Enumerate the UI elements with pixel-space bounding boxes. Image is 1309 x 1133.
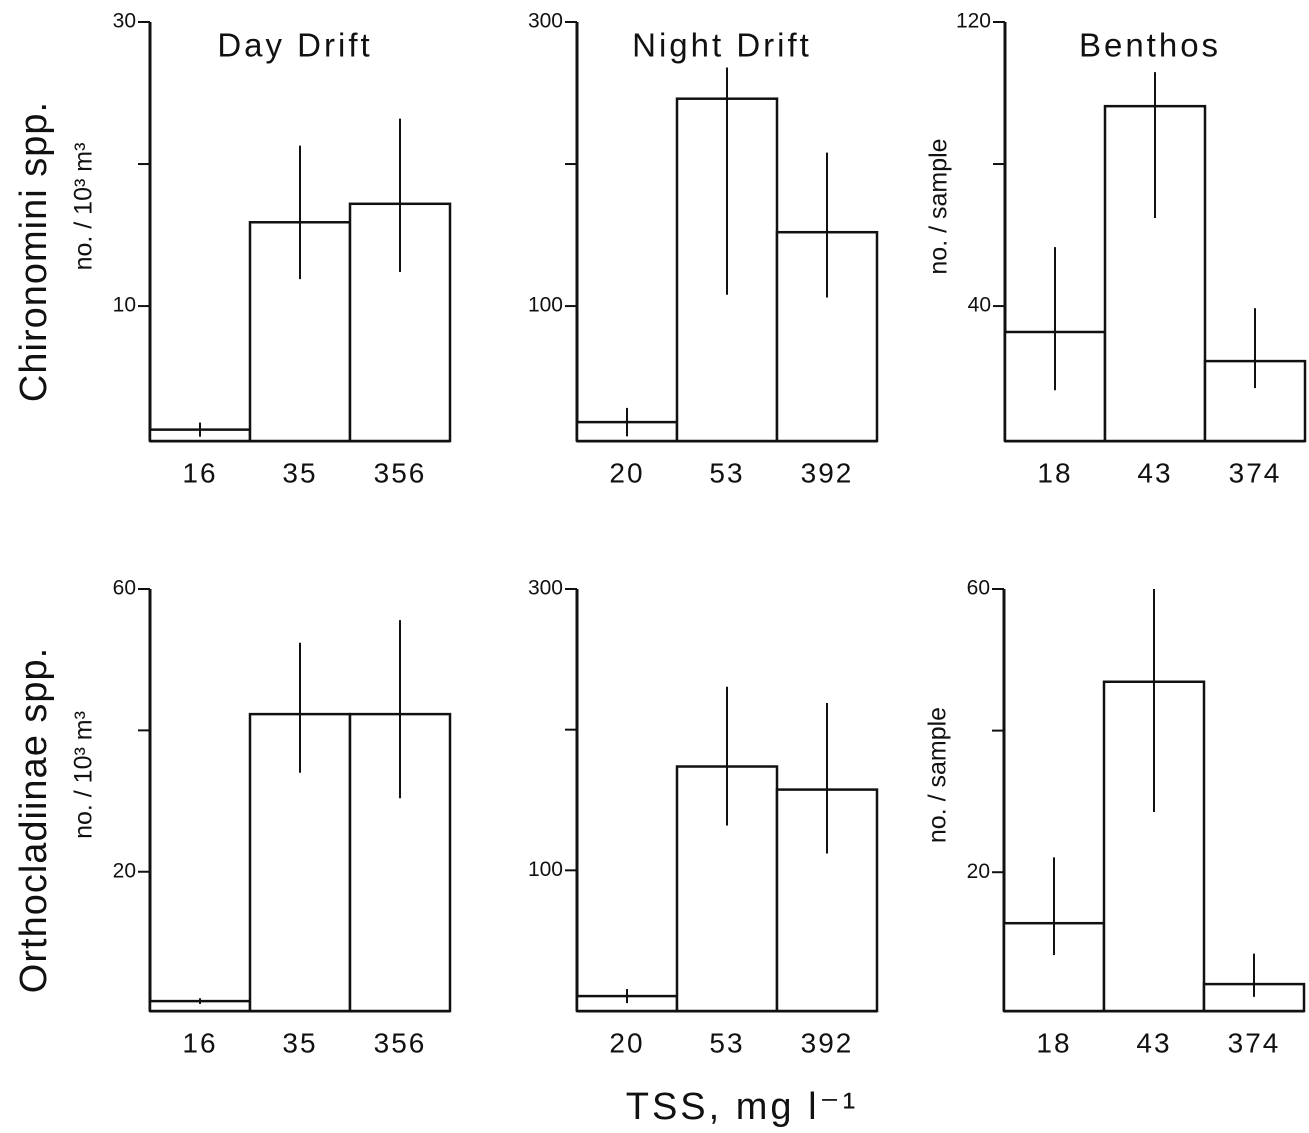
x-tick-label: 53 (709, 457, 744, 488)
x-tick-label: 35 (282, 457, 317, 488)
y-tick-label: 60 (113, 577, 136, 600)
x-tick-label: 356 (374, 1027, 427, 1058)
x-tick-label: 43 (1136, 1027, 1171, 1058)
y-tick-label: 20 (967, 860, 990, 883)
x-tick-label: 374 (1229, 457, 1282, 488)
y-tick-label: 120 (956, 10, 991, 33)
panel-title: Night Drift (632, 27, 812, 64)
x-tick-label: 16 (182, 1027, 217, 1058)
y-tick-label: 20 (113, 859, 136, 882)
x-tick-label: 20 (609, 457, 644, 488)
x-tick-label: 18 (1037, 457, 1072, 488)
y-axis-label: no. / sample (924, 707, 952, 843)
x-axis-label: TSS, mg l⁻¹ (626, 1086, 859, 1128)
x-tick-label: 392 (801, 457, 854, 488)
y-tick-label: 300 (528, 577, 563, 600)
y-axis-label: no. / sample (925, 138, 953, 274)
row-label: Chironomini spp. (13, 101, 55, 402)
y-tick-label: 10 (113, 294, 136, 317)
y-tick-label: 100 (528, 294, 563, 317)
y-tick-label: 60 (967, 577, 990, 600)
y-axis-label: no. / 10³ m³ (70, 711, 98, 839)
y-tick-label: 100 (528, 858, 563, 881)
y-tick-label: 30 (113, 10, 136, 33)
bar (348, 202, 452, 443)
row-label: Orthocladiinae spp. (13, 647, 55, 993)
x-tick-label: 53 (709, 1027, 744, 1058)
y-tick-label: 40 (968, 294, 991, 317)
x-tick-label: 20 (609, 1027, 644, 1058)
x-tick-label: 43 (1137, 457, 1172, 488)
x-tick-label: 35 (282, 1027, 317, 1058)
panel-title: Day Drift (217, 27, 372, 64)
x-tick-label: 16 (182, 457, 217, 488)
panel-title: Benthos (1079, 27, 1221, 64)
y-tick-label: 300 (528, 10, 563, 33)
x-tick-label: 374 (1228, 1027, 1281, 1058)
x-tick-label: 356 (374, 457, 427, 488)
y-axis-label: no. / 10³ m³ (70, 143, 98, 271)
x-tick-label: 392 (801, 1027, 854, 1058)
x-tick-label: 18 (1036, 1027, 1071, 1058)
